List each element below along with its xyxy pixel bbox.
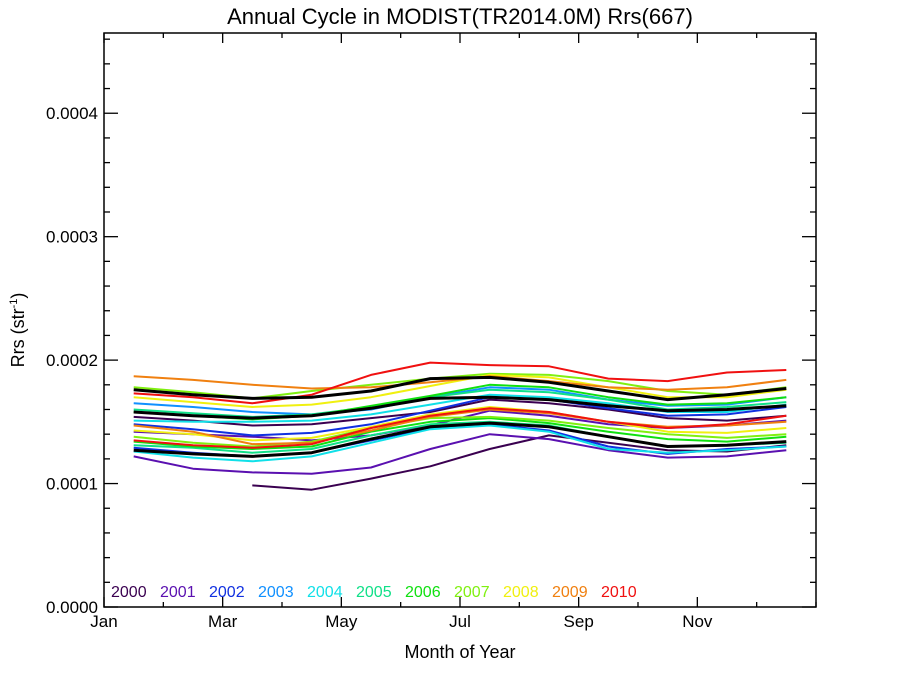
series-line-12: [133, 417, 787, 450]
series-line-16: [133, 406, 787, 442]
x-tick-label: Mar: [208, 612, 238, 631]
x-axis: Jan Mar May Jul Sep Nov: [90, 33, 817, 631]
legend-entry: 2006: [405, 584, 441, 601]
series-line-21: [133, 375, 787, 402]
x-tick-label: Nov: [682, 612, 713, 631]
plot-lines: [133, 361, 787, 491]
series-line-19: [133, 361, 787, 405]
y-axis-label-base: Rrs (str: [8, 308, 28, 367]
chart-title: Annual Cycle in MODIST(TR2014.0M) Rrs(66…: [227, 4, 693, 29]
series-line-15: [133, 373, 787, 408]
legend-entry: 2005: [356, 584, 392, 601]
y-axis-label-close: ): [8, 293, 28, 299]
legend-entry: 2010: [601, 584, 637, 601]
legend-entry: 2007: [454, 584, 490, 601]
y-tick-label: 0.0002: [46, 351, 98, 370]
y-axis-label-superscript: -1: [8, 299, 20, 309]
y-tick-label: 0.0003: [46, 228, 98, 247]
series-line-2: [133, 433, 787, 475]
x-tick-label: Jul: [449, 612, 471, 631]
legend-entry: 2002: [209, 584, 245, 601]
series-line-7: [133, 424, 787, 463]
legend-entry: 2001: [160, 584, 196, 601]
x-axis-label: Month of Year: [404, 642, 515, 662]
legend-entry: 2003: [258, 584, 294, 601]
legend-entry: 2004: [307, 584, 343, 601]
y-axis-label: Rrs (str-1): [8, 293, 28, 368]
series-line-23: [133, 421, 787, 458]
series-line-14: [133, 415, 787, 448]
series-line-4: [133, 396, 787, 437]
series-line-20: [133, 407, 787, 449]
series-line-22: [133, 395, 787, 420]
legend: 2000 2001 2002 2003 2004 2005 2006 2007 2008 2009…: [111, 584, 637, 601]
legend-entry: 2000: [111, 584, 147, 601]
y-tick-label: 0.0001: [46, 475, 98, 494]
x-tick-label: May: [325, 612, 358, 631]
y-tick-label: 0.0004: [46, 104, 98, 123]
x-tick-label: Jan: [90, 612, 117, 631]
series-line-6: [133, 386, 787, 416]
legend-entry: 2008: [503, 584, 539, 601]
series-line-1: [133, 398, 787, 427]
legend-entry: 2009: [552, 584, 588, 601]
plot-frame: [103, 32, 817, 608]
x-tick-label: Sep: [564, 612, 594, 631]
y-axis: 0.0000 0.0001 0.0002 0.0003 0.0004: [46, 38, 816, 617]
y-tick-label: 0.0000: [46, 598, 98, 617]
